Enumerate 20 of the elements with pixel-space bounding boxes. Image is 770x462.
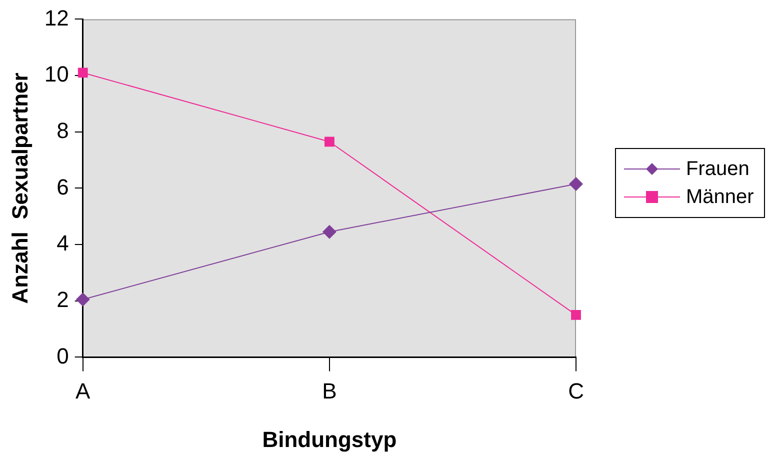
point [571, 310, 581, 320]
x-tick-label: A [76, 378, 91, 404]
legend-label: Männer [686, 186, 754, 208]
point [569, 176, 583, 191]
y-tick-label: 12 [44, 5, 69, 30]
x-tick-label: C [568, 378, 584, 404]
x-axis-title: Bindungstyp [262, 426, 397, 452]
y-tick-label: 0 [56, 343, 69, 368]
y-tick-label: 8 [56, 118, 69, 143]
point [322, 224, 336, 239]
point [76, 292, 90, 306]
y-tick-label: 4 [56, 230, 69, 256]
y-tick-label: 10 [44, 62, 69, 87]
point [78, 68, 88, 78]
y-tick-label: 2 [56, 286, 69, 312]
x-tick-label: B [322, 378, 337, 404]
y-tick-label: 6 [56, 174, 69, 200]
y-axis-title: Anzahl Sexualpartner [7, 72, 32, 304]
point [324, 136, 334, 147]
legend-label: Frauen [686, 158, 750, 180]
